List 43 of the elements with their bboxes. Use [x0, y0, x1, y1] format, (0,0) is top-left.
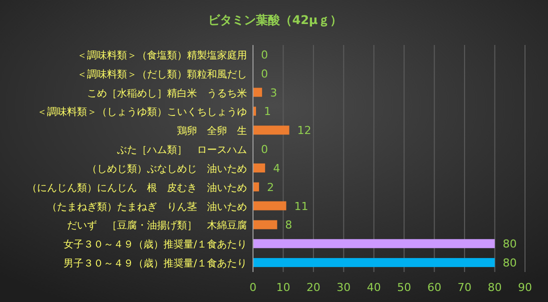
x-tick-label: 60 — [427, 281, 442, 294]
bar — [253, 258, 495, 268]
x-tick-label: 80 — [488, 281, 502, 294]
y-tick-label: ＜調味料類＞（だし類）顆粒和風だし — [77, 68, 247, 80]
data-label: 80 — [502, 256, 517, 270]
x-tick-label: 0 — [250, 281, 256, 294]
x-tick-label: 40 — [366, 281, 381, 294]
x-tick-label: 70 — [458, 281, 472, 294]
y-tick-label: だいず ［豆腐・油揚げ類］ 木綿豆腐 — [67, 220, 247, 232]
bar — [253, 239, 495, 248]
bar — [253, 220, 278, 230]
data-label: 12 — [297, 124, 312, 138]
y-tick-label: （しめじ類）ぶなしめじ 油いため — [87, 162, 247, 175]
data-label: 0 — [261, 48, 268, 62]
y-tick-label: 女子３０～４９（歳）推奨量/１食あたり — [64, 238, 247, 251]
data-label: 2 — [267, 180, 274, 194]
y-tick-label: ＜調味料類＞（しょうゆ類）こいくちしょうゆ — [37, 106, 247, 118]
bar — [253, 126, 290, 135]
data-label: 80 — [502, 238, 517, 251]
data-label: 11 — [294, 200, 308, 213]
chart-title: ビタミン葉酸（42μｇ） — [208, 13, 342, 27]
bar — [253, 163, 266, 172]
x-tick-label: 50 — [397, 281, 412, 294]
y-tick-label: 男子３０～４９（歳）推奨量/１食あたり — [64, 258, 247, 270]
y-tick-label: （たまねぎ類）たまねぎ りん茎 油いため — [47, 200, 247, 213]
bar — [253, 201, 286, 210]
x-tick-label: 10 — [276, 281, 290, 294]
y-tick-label: こめ［水稲めし］精白米 うるち米 — [87, 87, 247, 100]
y-tick-label: （にんじん類）にんじん 根 皮むき 油いため — [27, 182, 247, 194]
x-tick-label: 20 — [306, 281, 320, 294]
bar — [253, 182, 260, 192]
bar — [253, 88, 262, 97]
y-tick-label: ぶた［ハム類］ ロースハム — [117, 144, 247, 156]
data-label: 0 — [261, 143, 268, 156]
data-label: 1 — [264, 105, 272, 118]
x-tick-label: 30 — [336, 281, 351, 294]
x-tick-label: 90 — [518, 281, 532, 294]
y-tick-label: 鶏卵 全卵 生 — [177, 125, 247, 138]
data-label: 4 — [273, 162, 280, 175]
y-tick-label: ＜調味料類＞（食塩類）精製塩家庭用 — [77, 49, 247, 62]
data-label: 3 — [270, 86, 278, 100]
data-label: 0 — [261, 67, 268, 80]
data-label: 8 — [285, 218, 292, 232]
